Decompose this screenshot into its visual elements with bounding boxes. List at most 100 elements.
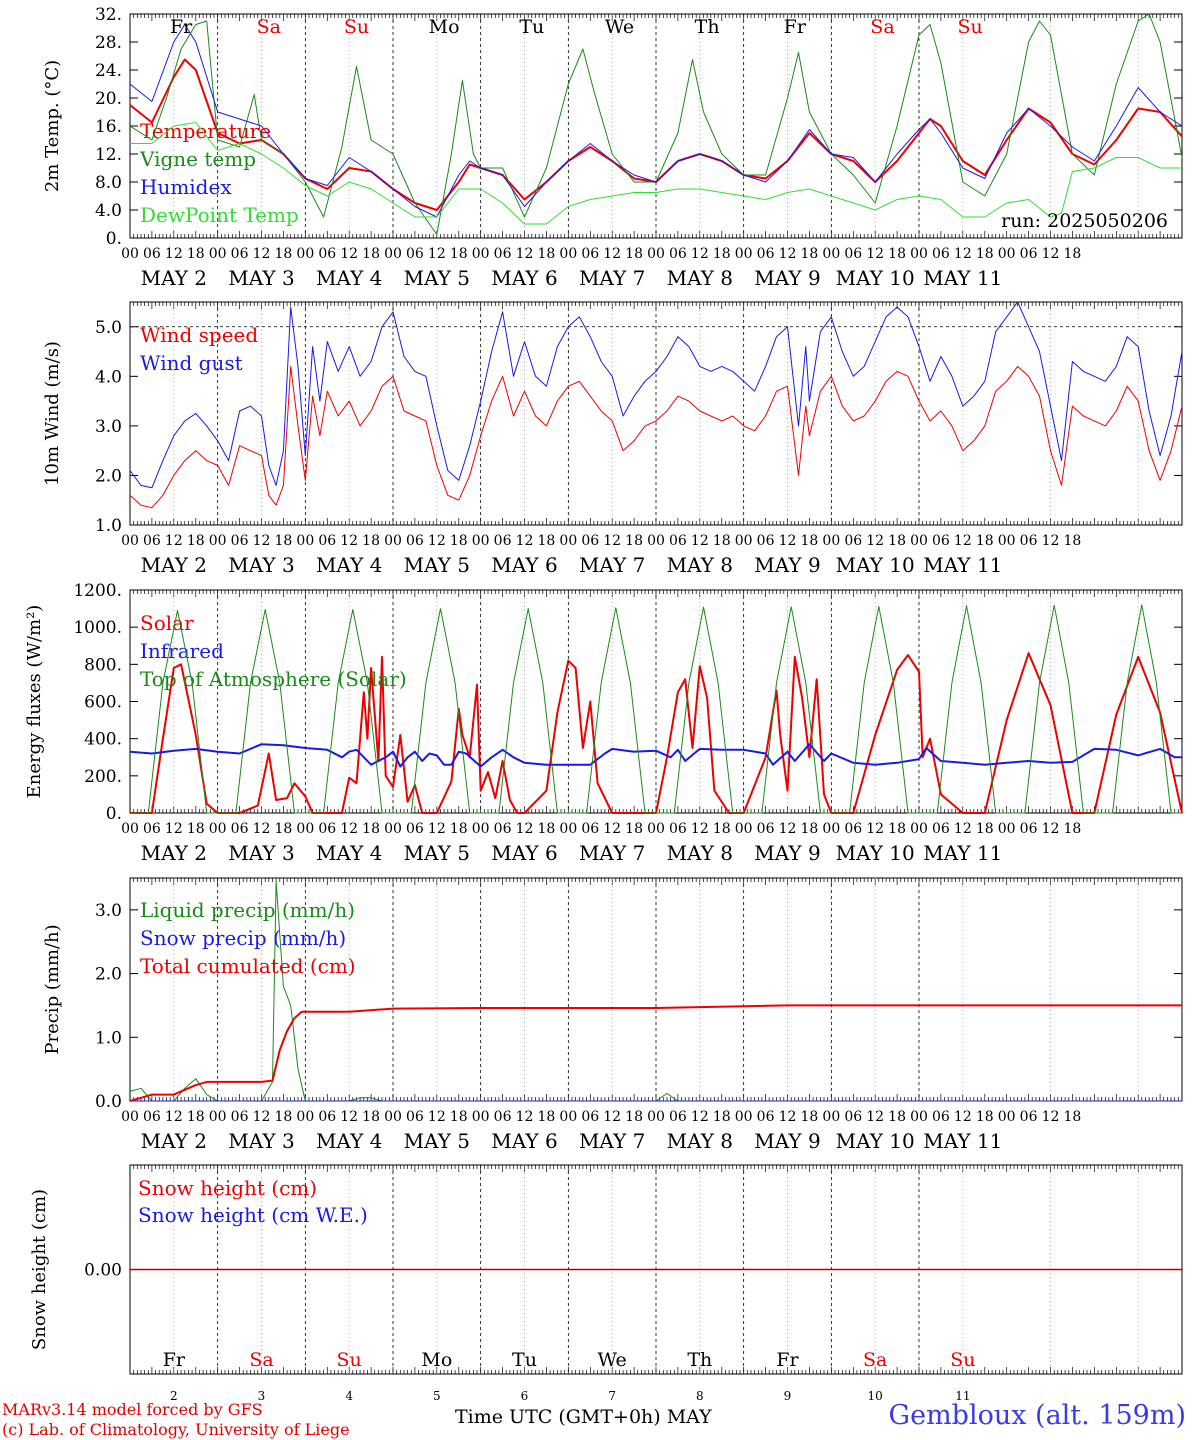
- hour-tick-label: 00: [296, 246, 314, 262]
- day-number-label: 8: [696, 1389, 704, 1403]
- hour-tick-label: 18: [713, 246, 731, 262]
- weekday-label: Th: [687, 1349, 712, 1371]
- day-number-label: 6: [521, 1389, 529, 1403]
- hour-tick-label: 12: [340, 246, 358, 262]
- hour-tick-label: 00: [647, 246, 665, 262]
- weekday-label: Su: [950, 1349, 975, 1371]
- y-axis-label: Precip (mm/h): [42, 924, 63, 1054]
- weekday-label: We: [605, 16, 634, 38]
- hour-tick-label: 18: [362, 821, 380, 837]
- y-tick-label: 0.0: [95, 1092, 122, 1112]
- weekday-label: Th: [695, 16, 720, 38]
- weekday-label: Fr: [163, 1349, 186, 1371]
- weekday-label: Fr: [170, 16, 193, 38]
- hour-tick-label: 18: [625, 821, 643, 837]
- hour-tick-label: 12: [1042, 246, 1060, 262]
- hour-tick-label: 00: [822, 1109, 840, 1125]
- hour-tick-label: 12: [428, 533, 446, 549]
- hour-tick-label: 06: [581, 1109, 599, 1125]
- hour-tick-label: 00: [910, 533, 928, 549]
- y-tick-label: 2.0: [95, 965, 122, 985]
- hour-tick-label: 12: [691, 821, 709, 837]
- hour-tick-label: 06: [318, 533, 336, 549]
- date-label: MAY 9: [754, 553, 820, 577]
- y-tick-label: 28.: [95, 33, 122, 53]
- y-axis-label: 2m Temp. (°C): [42, 60, 63, 192]
- hour-tick-label: 18: [362, 246, 380, 262]
- hour-tick-label: 12: [253, 821, 271, 837]
- hour-tick-label: 00: [296, 533, 314, 549]
- y-tick-label: 600.: [84, 693, 122, 713]
- hour-tick-label: 18: [625, 533, 643, 549]
- date-label: MAY 8: [667, 553, 733, 577]
- hour-tick-label: 00: [998, 1109, 1016, 1125]
- hour-tick-label: 06: [494, 821, 512, 837]
- lab-credit: (c) Lab. of Climatology, University of L…: [2, 1420, 350, 1439]
- hour-tick-label: 00: [559, 246, 577, 262]
- hour-tick-label: 00: [472, 821, 490, 837]
- hour-tick-label: 00: [822, 246, 840, 262]
- day-number-label: 9: [784, 1389, 792, 1403]
- date-label: MAY 7: [579, 266, 645, 290]
- date-label: MAY 2: [141, 553, 207, 577]
- hour-tick-label: 12: [428, 821, 446, 837]
- hour-tick-label: 18: [625, 246, 643, 262]
- hour-tick-label: 12: [779, 533, 797, 549]
- hour-tick-label: 00: [121, 1109, 139, 1125]
- hour-tick-label: 06: [757, 533, 775, 549]
- y-tick-label: 1.0: [95, 516, 122, 536]
- series-line: [129, 301, 1183, 489]
- hour-tick-label: 06: [844, 246, 862, 262]
- hour-tick-label: 06: [406, 246, 424, 262]
- hour-tick-label: 06: [1020, 821, 1038, 837]
- date-label: MAY 11: [923, 266, 1002, 290]
- hour-tick-label: 18: [888, 1109, 906, 1125]
- hour-tick-label: 12: [1042, 821, 1060, 837]
- hour-tick-label: 00: [121, 533, 139, 549]
- hour-tick-label: 06: [231, 246, 249, 262]
- legend-entry: Solar: [140, 611, 194, 635]
- hour-tick-label: 12: [691, 246, 709, 262]
- weekday-label: Tu: [519, 16, 544, 38]
- y-tick-label: 16.: [95, 117, 122, 137]
- hour-tick-label: 18: [713, 821, 731, 837]
- x-minor-ticks: [129, 878, 1183, 1101]
- hour-tick-label: 06: [1020, 246, 1038, 262]
- weekday-label: Sa: [257, 16, 281, 38]
- y-tick-label: 1000.: [73, 618, 122, 638]
- hour-tick-label: 12: [954, 1109, 972, 1125]
- hour-tick-label: 06: [844, 821, 862, 837]
- date-label: MAY 10: [836, 841, 915, 865]
- legend-entry: Snow height (cm W.E.): [138, 1203, 368, 1227]
- hour-tick-label: 00: [384, 246, 402, 262]
- hour-tick-label: 06: [231, 533, 249, 549]
- date-label: MAY 2: [141, 1129, 207, 1153]
- hour-tick-label: 00: [822, 533, 840, 549]
- hour-tick-label: 00: [384, 533, 402, 549]
- hour-tick-label: 06: [932, 1109, 950, 1125]
- hour-tick-label: 00: [209, 533, 227, 549]
- weekday-label: Fr: [784, 16, 807, 38]
- x-minor-ticks: [129, 590, 1183, 813]
- hour-tick-label: 18: [801, 821, 819, 837]
- hour-tick-label: 06: [143, 821, 161, 837]
- hour-tick-label: 12: [1042, 1109, 1060, 1125]
- hour-tick-label: 12: [165, 821, 183, 837]
- y-tick-label: 20.: [95, 89, 122, 109]
- date-label: MAY 6: [491, 841, 557, 865]
- hour-tick-label: 12: [866, 821, 884, 837]
- hour-tick-label: 18: [450, 1109, 468, 1125]
- hour-tick-label: 12: [428, 246, 446, 262]
- y-tick-label: 2.0: [95, 466, 122, 486]
- hour-tick-label: 00: [384, 1109, 402, 1125]
- hour-tick-label: 06: [143, 246, 161, 262]
- date-label: MAY 4: [316, 1129, 382, 1153]
- date-label: MAY 3: [228, 266, 294, 290]
- date-label: MAY 6: [491, 553, 557, 577]
- date-label: MAY 3: [228, 841, 294, 865]
- hour-tick-label: 18: [187, 533, 205, 549]
- y-tick-label: 32.: [95, 5, 122, 25]
- hour-tick-label: 12: [954, 821, 972, 837]
- station-name: Gembloux (alt. 159m): [888, 1400, 1186, 1431]
- hour-tick-label: 18: [538, 533, 556, 549]
